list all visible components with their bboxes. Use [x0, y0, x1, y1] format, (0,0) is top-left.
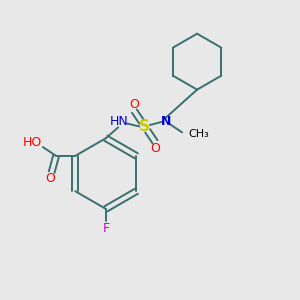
Text: S: S [139, 119, 150, 134]
Text: O: O [129, 98, 139, 111]
Text: CH₃: CH₃ [189, 129, 209, 139]
Text: HO: HO [23, 136, 42, 149]
Text: N: N [161, 115, 171, 128]
Text: O: O [45, 172, 55, 185]
Text: O: O [151, 142, 160, 155]
Text: F: F [102, 221, 110, 235]
Text: HN: HN [110, 115, 128, 128]
